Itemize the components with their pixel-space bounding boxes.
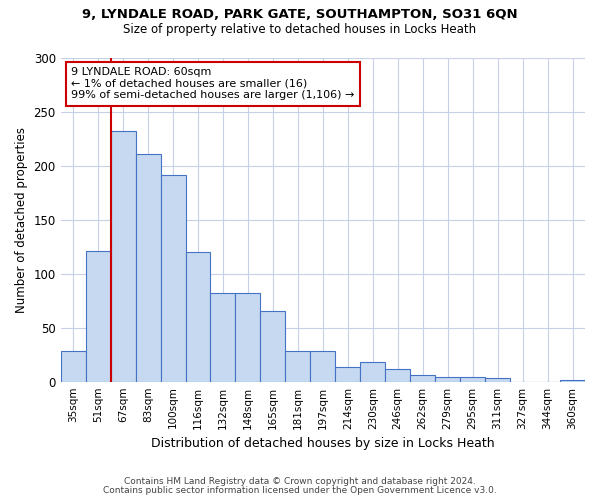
Bar [385,368,410,382]
Bar [61,352,86,382]
Bar [235,293,260,382]
X-axis label: Distribution of detached houses by size in Locks Heath: Distribution of detached houses by size … [151,437,494,450]
Bar [410,375,435,382]
Text: Contains public sector information licensed under the Open Government Licence v3: Contains public sector information licen… [103,486,497,495]
Bar [211,293,235,382]
Text: 9 LYNDALE ROAD: 60sqm
← 1% of detached houses are smaller (16)
99% of semi-detac: 9 LYNDALE ROAD: 60sqm ← 1% of detached h… [71,67,355,100]
Bar [460,378,485,382]
Text: Size of property relative to detached houses in Locks Heath: Size of property relative to detached ho… [124,22,476,36]
Bar [485,378,510,382]
Y-axis label: Number of detached properties: Number of detached properties [15,126,28,312]
Bar [310,352,335,382]
Bar [360,362,385,382]
Bar [86,251,110,382]
Text: Contains HM Land Registry data © Crown copyright and database right 2024.: Contains HM Land Registry data © Crown c… [124,477,476,486]
Bar [335,366,360,382]
Bar [136,154,161,382]
Bar [435,378,460,382]
Bar [185,252,211,382]
Bar [260,312,286,382]
Bar [161,176,185,382]
Text: 9, LYNDALE ROAD, PARK GATE, SOUTHAMPTON, SO31 6QN: 9, LYNDALE ROAD, PARK GATE, SOUTHAMPTON,… [82,8,518,20]
Bar [110,131,136,382]
Bar [286,352,310,382]
Bar [560,380,585,382]
